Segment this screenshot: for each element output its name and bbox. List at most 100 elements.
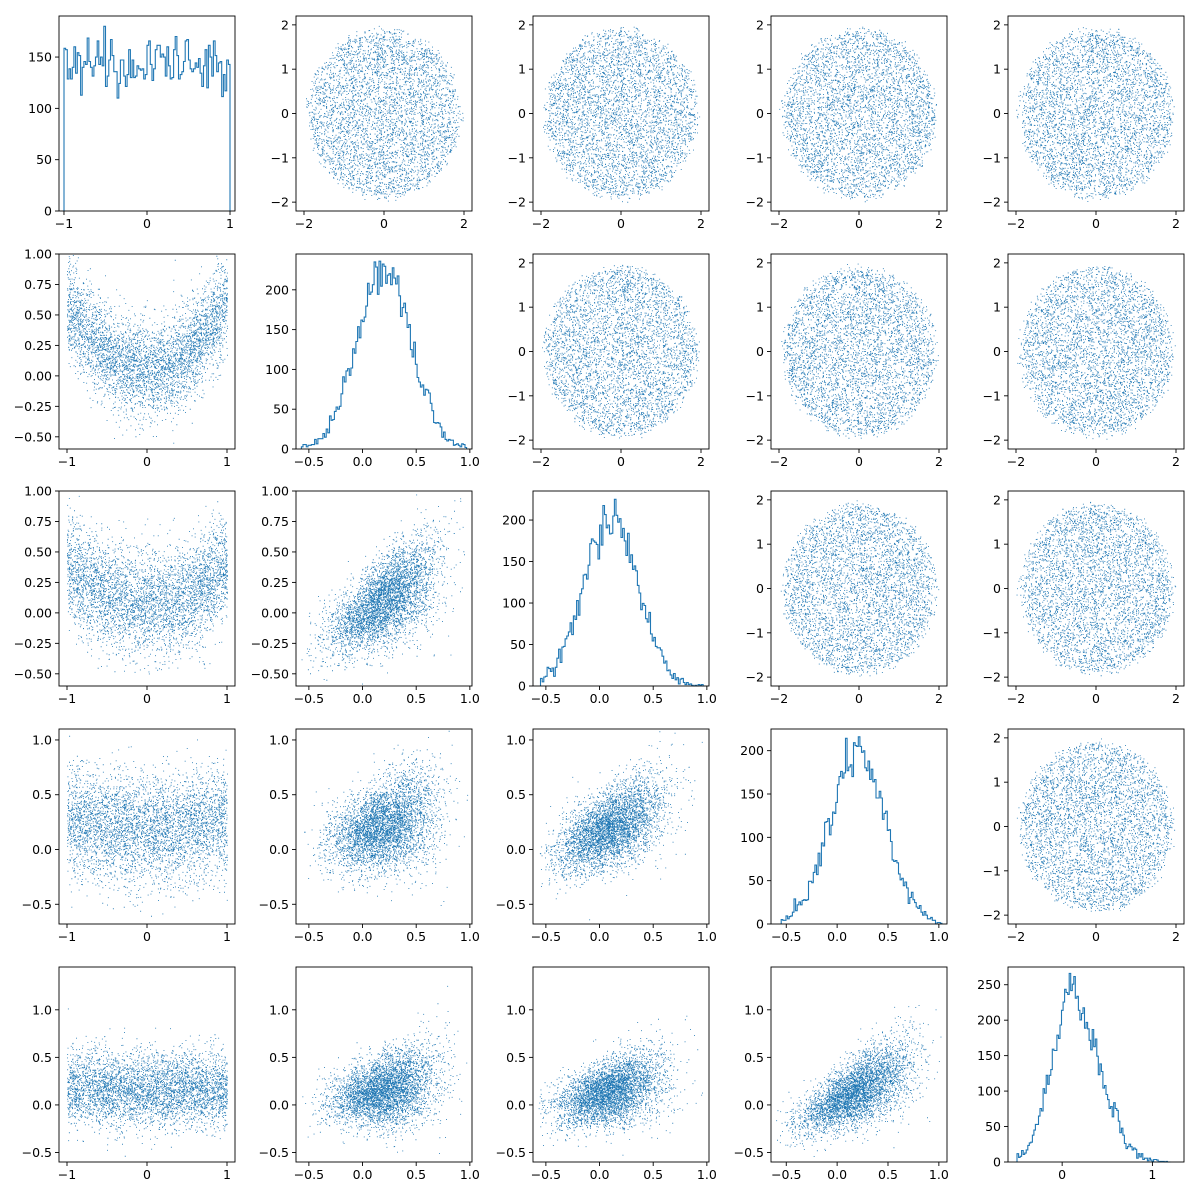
y-tick-label: 0.50 [24, 544, 52, 559]
plot-marks [780, 736, 943, 925]
subplot-r4-c1: −0.5 0.0 0.5 1.0 −0.5 0.0 0.5 1.0 [259, 966, 480, 1182]
y-tick-label: 1.00 [24, 247, 52, 262]
x-tick-label: −0.5 [294, 1167, 324, 1182]
x-tick-label: 0.0 [353, 691, 373, 706]
y-tick-label: 200 [740, 743, 764, 758]
y-tick-label: −0.5 [259, 897, 289, 912]
y-tick-label: 2 [993, 17, 1001, 32]
y-tick-label: −2 [746, 670, 764, 685]
y-tick-label: 1 [993, 775, 1001, 790]
plot-marks [539, 731, 703, 921]
y-tick-label: −0.25 [251, 636, 289, 651]
y-tick-label: −0.50 [251, 666, 289, 681]
plot-marks [67, 255, 228, 444]
x-tick-label: 0.0 [590, 691, 610, 706]
x-tick-label: −2 [770, 216, 788, 231]
subplot-r3-c1: −0.5 0.0 0.5 1.0 −0.5 0.0 0.5 1.0 [259, 728, 480, 944]
y-tick-label: 0.5 [269, 787, 289, 802]
y-tick-label: 2 [518, 17, 526, 32]
x-tick-label: 1 [223, 1167, 231, 1182]
y-tick-label: −2 [983, 908, 1001, 923]
y-tick-label: 1.0 [32, 1002, 52, 1017]
scatter-points [67, 735, 228, 917]
x-tick-label: 0.5 [643, 929, 663, 944]
x-tick-label: −0.5 [294, 929, 324, 944]
x-tick-label: 0 [143, 691, 151, 706]
axes-frame [532, 966, 710, 1163]
subplot-r2-c2: −0.5 0.0 0.5 1.0 0 50 100 150 200 [502, 490, 717, 706]
x-tick-label: 0 [855, 216, 863, 231]
y-tick-label: 100 [265, 362, 289, 377]
y-tick-label: 0.25 [24, 338, 52, 353]
plot-marks [543, 26, 701, 203]
axes-frame [295, 728, 473, 925]
histogram-step [300, 260, 468, 449]
y-tick-label: 150 [265, 322, 289, 337]
x-tick-label: −0.5 [294, 454, 324, 469]
subplot-r3-c3: −0.5 0.0 0.5 1.0 0 50 100 150 200 [740, 728, 949, 944]
x-tick-label: −2 [770, 454, 788, 469]
x-tick-label: 1 [223, 454, 231, 469]
subplot-r4-c2: −0.5 0.0 0.5 1.0 −0.5 0.0 0.5 1.0 [496, 966, 717, 1182]
x-tick-label: 0 [380, 216, 388, 231]
y-tick-label: −2 [983, 670, 1001, 685]
x-tick-label: −2 [532, 454, 550, 469]
subplot-r2-c4: −2 0 2 −2 −1 0 1 2 [983, 490, 1185, 706]
axes-frame [295, 253, 473, 450]
subplot-r4-c3: −0.5 0.0 0.5 1.0 −0.5 0.0 0.5 1.0 [734, 966, 949, 1182]
y-tick-label: −1 [271, 150, 289, 165]
axes-frame [532, 490, 710, 687]
y-tick-label: 0.0 [32, 1097, 52, 1112]
x-tick-label: 0.5 [406, 1167, 426, 1182]
x-tick-label: 1 [223, 929, 231, 944]
y-tick-label: 50 [273, 402, 289, 417]
axes-frame [770, 966, 948, 1163]
scatter-points [67, 1008, 228, 1157]
scatter-points [538, 1015, 703, 1156]
x-tick-label: 0.0 [353, 1167, 373, 1182]
plot-marks [1016, 738, 1176, 912]
x-tick-label: 0.5 [643, 691, 663, 706]
y-tick-label: 0 [993, 581, 1001, 596]
plot-marks [67, 735, 228, 917]
axes-frame [770, 728, 948, 925]
x-tick-label: 2 [1172, 216, 1180, 231]
y-tick-label: 0.5 [32, 1050, 52, 1065]
x-tick-label: 0 [617, 454, 625, 469]
x-tick-label: 0.5 [878, 929, 898, 944]
y-tick-label: −2 [271, 195, 289, 210]
x-tick-label: −0.5 [294, 691, 324, 706]
x-tick-label: 2 [935, 691, 943, 706]
plot-marks [781, 263, 939, 439]
histogram-step [63, 25, 231, 211]
plot-marks [539, 498, 705, 687]
y-tick-label: 2 [756, 492, 764, 507]
plot-marks [67, 495, 228, 675]
x-tick-label: 2 [1172, 454, 1180, 469]
x-tick-label: 0.5 [643, 1167, 663, 1182]
x-tick-label: −2 [295, 216, 313, 231]
y-tick-label: 150 [28, 50, 52, 65]
scatter-points [543, 26, 701, 203]
y-tick-label: −1 [746, 150, 764, 165]
subplot-r4-c0: −1 0 1 −0.5 0.0 0.5 1.0 [22, 966, 236, 1182]
y-tick-label: 0.0 [269, 1097, 289, 1112]
y-tick-label: 0.25 [261, 575, 289, 590]
x-tick-label: 2 [935, 454, 943, 469]
x-tick-label: 0 [1058, 1167, 1066, 1182]
y-tick-label: 0 [518, 679, 526, 694]
y-tick-label: −0.5 [496, 897, 526, 912]
plot-marks [1016, 501, 1177, 677]
x-tick-label: 1.0 [929, 929, 949, 944]
y-tick-label: 0 [281, 442, 289, 457]
subplot-r2-c1: −0.5 0.0 0.5 1.0 −0.50 −0.25 0.00 0.25 0.50 0.75 1… [251, 484, 480, 707]
y-tick-label: 0 [993, 819, 1001, 834]
y-tick-label: 0 [756, 106, 764, 121]
x-tick-label: 0.5 [406, 691, 426, 706]
y-tick-label: 0.5 [269, 1050, 289, 1065]
x-tick-label: 0 [143, 454, 151, 469]
y-tick-label: 1.0 [32, 732, 52, 747]
y-tick-label: 0.0 [506, 842, 526, 857]
